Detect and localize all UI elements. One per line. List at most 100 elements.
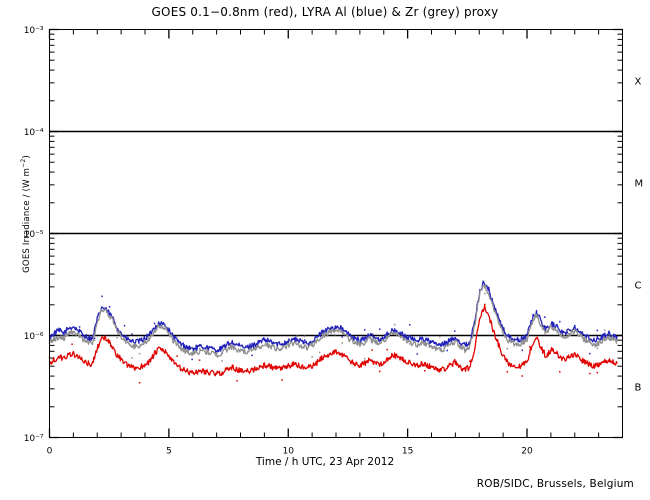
series-goes-0-1-0-8nm-red: [48, 303, 618, 384]
data-point: [596, 347, 599, 349]
data-point: [363, 329, 366, 331]
data-point: [566, 331, 569, 334]
data-series-layer: [48, 280, 618, 384]
data-point: [123, 324, 126, 327]
x-axis-tick-label: 15: [402, 447, 413, 457]
data-point: [176, 335, 178, 338]
x-axis-tick-label: 5: [166, 447, 172, 457]
data-point: [198, 347, 201, 350]
y-axis-tick-label: 10⁻⁶: [24, 332, 44, 342]
data-point: [281, 379, 283, 381]
chart-title: GOES 0.1−0.8nm (red), LYRA Al (blue) & Z…: [151, 5, 499, 19]
data-point: [544, 316, 546, 318]
data-point: [521, 375, 524, 377]
data-point: [521, 339, 524, 341]
data-point: [138, 382, 141, 384]
data-point: [153, 350, 156, 353]
data-point: [191, 370, 193, 372]
data-point: [416, 346, 418, 348]
data-point: [251, 354, 253, 357]
data-point: [408, 343, 411, 345]
data-point: [469, 360, 471, 363]
flare-class-label-m: M: [635, 179, 644, 190]
data-point: [544, 332, 546, 335]
data-point: [108, 315, 111, 318]
data-point: [529, 345, 531, 348]
data-point: [108, 306, 111, 308]
data-point: [138, 352, 141, 355]
data-point: [116, 336, 118, 339]
x-axis-label: Time / h UTC, 23 Apr 2012: [255, 456, 395, 468]
data-point: [438, 336, 441, 338]
data-point: [566, 330, 569, 332]
data-point: [393, 329, 396, 332]
data-point: [476, 308, 479, 310]
data-point: [71, 343, 73, 345]
data-point: [341, 342, 343, 344]
flare-class-label-b: B: [635, 383, 642, 394]
data-point: [596, 329, 599, 332]
data-point: [559, 320, 561, 323]
data-point: [78, 355, 81, 357]
data-point: [258, 340, 261, 343]
plot-frame: [49, 29, 623, 438]
data-point: [551, 323, 554, 326]
data-point: [453, 341, 456, 344]
series-line: [48, 304, 618, 377]
data-point: [484, 303, 486, 306]
data-point: [484, 292, 486, 295]
x-axis-tick-label: 10: [283, 447, 295, 457]
x-axis-tick-label: 0: [47, 447, 53, 457]
data-point: [131, 333, 133, 335]
gridline-layer: [49, 130, 623, 337]
data-point: [521, 349, 524, 352]
series-line: [48, 283, 618, 358]
axis-label-layer: 10⁻³ 10⁻⁴ 10⁻⁵ 10⁻⁶ 10⁻⁷0 5 10 15 20 X M C B: [24, 26, 643, 457]
data-point: [318, 351, 321, 354]
data-point: [288, 340, 291, 342]
data-point: [559, 371, 561, 373]
data-point: [589, 352, 591, 355]
data-point: [378, 328, 381, 330]
data-point: [416, 353, 418, 355]
data-point: [296, 335, 298, 338]
data-point: [311, 356, 313, 358]
data-point: [589, 372, 591, 375]
series-line: [48, 280, 618, 354]
flare-class-label-x: X: [635, 77, 642, 88]
data-point: [101, 295, 103, 298]
data-point: [363, 357, 366, 360]
data-point: [191, 358, 193, 361]
y-axis-tick-label: 10⁻⁴: [24, 128, 44, 138]
data-point: [93, 337, 96, 340]
x-axis-tick-label: 20: [521, 447, 533, 457]
data-point: [596, 371, 599, 374]
data-point: [56, 336, 58, 338]
data-point: [386, 348, 388, 351]
data-point: [78, 326, 81, 328]
data-point: [423, 369, 426, 372]
data-point: [341, 336, 343, 338]
data-point: [604, 329, 606, 331]
data-point: [333, 333, 336, 336]
data-point: [176, 355, 178, 357]
y-axis-tick-label: 10⁻⁵: [24, 230, 44, 240]
data-point: [408, 324, 411, 326]
data-point: [153, 322, 156, 325]
y-axis-tick-label: 10⁻³: [24, 26, 44, 36]
flare-class-label-c: C: [635, 281, 642, 292]
data-point: [453, 359, 456, 361]
series-zr-grey-proxy: [48, 283, 618, 362]
data-point: [453, 330, 456, 332]
data-point: [131, 357, 133, 359]
data-point: [303, 335, 306, 338]
data-point: [326, 356, 328, 358]
data-point: [446, 349, 448, 352]
data-point: [93, 339, 96, 341]
data-point: [506, 370, 509, 373]
data-point: [341, 355, 343, 358]
data-point: [303, 339, 306, 341]
data-point: [356, 342, 358, 344]
data-point: [221, 360, 223, 362]
